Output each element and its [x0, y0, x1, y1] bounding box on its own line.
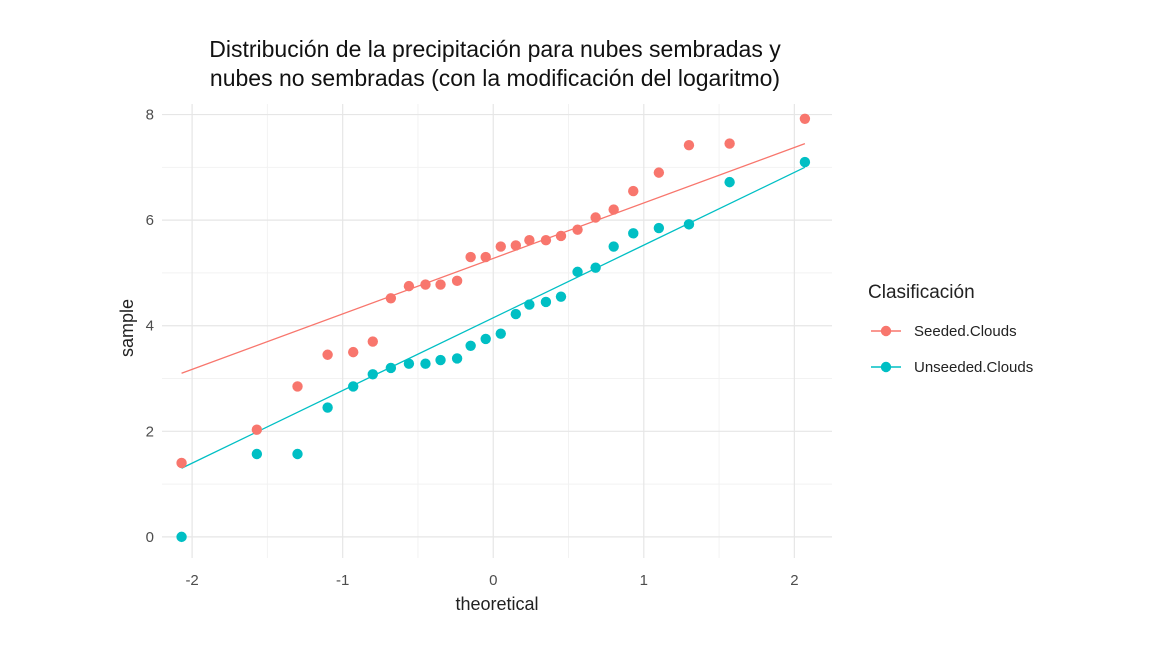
data-point [590, 212, 601, 223]
data-point [608, 204, 619, 215]
legend-item: Unseeded.Clouds [871, 359, 1033, 376]
x-tick-label: -2 [185, 572, 198, 589]
data-point [572, 266, 583, 278]
legend-label: Seeded.Clouds [914, 323, 1017, 340]
data-point [510, 240, 522, 251]
data-point [480, 251, 491, 263]
data-point [385, 362, 397, 374]
legend-label: Unseeded.Clouds [914, 359, 1033, 376]
plot-grid [162, 104, 832, 558]
legend: Clasificación Seeded.Clouds Unseeded.Clou… [868, 282, 1033, 376]
data-point [608, 241, 619, 252]
data-point [292, 448, 303, 460]
data-point [653, 222, 665, 234]
data-point [724, 138, 735, 149]
data-point [367, 369, 378, 380]
data-point [572, 224, 583, 235]
qq-reference-line [181, 166, 806, 469]
data-point [524, 299, 535, 310]
data-point [367, 336, 378, 347]
data-point [799, 113, 811, 124]
data-point [348, 346, 359, 358]
data-point [451, 353, 463, 364]
axis-ticks: -2 -1 0 1 2 0 2 4 6 8 [146, 107, 799, 589]
data-point [435, 279, 446, 290]
x-tick-label: 1 [640, 572, 648, 589]
data-point [465, 251, 476, 263]
data-point [251, 448, 263, 460]
data-point [555, 230, 567, 242]
legend-item: Seeded.Clouds [871, 323, 1017, 340]
legend-key-point [880, 325, 892, 337]
qq-reference-line [181, 142, 806, 374]
data-point [435, 354, 446, 366]
chart-title: Distribución de la precipitación para nu… [209, 36, 781, 91]
data-point [683, 219, 695, 230]
data-point [348, 381, 359, 392]
data-point [292, 381, 303, 392]
data-point [322, 349, 333, 360]
data-points [176, 113, 811, 543]
data-point [510, 308, 522, 320]
data-point [420, 358, 431, 369]
y-tick-label: 0 [146, 529, 154, 546]
x-tick-label: 2 [790, 572, 798, 589]
data-point [480, 333, 491, 345]
qq-lines [181, 142, 806, 469]
data-point [540, 296, 552, 308]
data-point [385, 293, 397, 304]
data-point [683, 139, 695, 151]
x-axis-title: theoretical [455, 594, 538, 614]
data-point [590, 262, 601, 273]
data-point [495, 241, 506, 252]
data-point [628, 185, 639, 197]
y-axis-title: sample [117, 299, 137, 357]
chart-title-line-2: nubes no sembradas (con la modificación … [210, 65, 780, 91]
data-point [653, 167, 665, 178]
data-point [451, 275, 463, 287]
data-point [403, 280, 415, 292]
data-point [176, 457, 187, 469]
data-point [420, 279, 431, 290]
data-point [524, 235, 535, 246]
x-tick-label: 0 [489, 572, 497, 589]
data-point [465, 340, 476, 351]
legend-key-point [880, 361, 892, 373]
data-point [628, 228, 639, 239]
y-tick-label: 4 [146, 318, 154, 335]
y-tick-label: 6 [146, 212, 154, 229]
legend-title: Clasificación [868, 282, 975, 303]
data-point [724, 176, 735, 188]
x-tick-label: -1 [336, 572, 349, 589]
data-point [176, 531, 187, 543]
data-point [799, 156, 811, 168]
data-point [495, 328, 506, 339]
y-tick-label: 8 [146, 107, 154, 124]
data-point [555, 291, 567, 302]
data-point [403, 358, 415, 369]
data-point [322, 402, 333, 413]
chart-title-line-1: Distribución de la precipitación para nu… [209, 36, 781, 62]
data-point [251, 424, 263, 435]
data-point [540, 235, 552, 246]
y-tick-label: 2 [146, 423, 154, 440]
